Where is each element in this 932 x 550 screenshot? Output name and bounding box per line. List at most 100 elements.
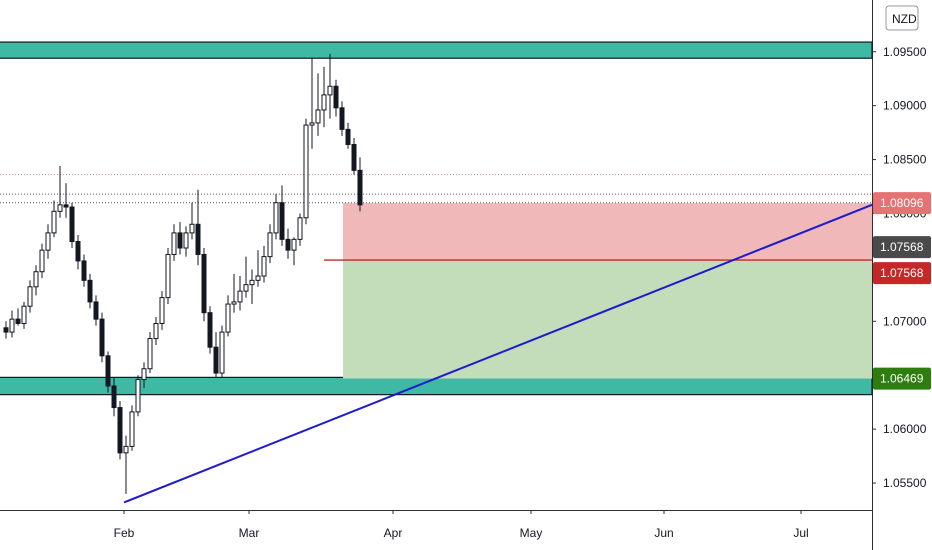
candle[interactable] bbox=[237, 276, 243, 311]
candle-body bbox=[57, 204, 63, 212]
candle[interactable] bbox=[249, 269, 255, 305]
candle-body bbox=[255, 275, 261, 281]
candle-body bbox=[123, 445, 129, 454]
candle-body bbox=[297, 217, 303, 240]
candle[interactable] bbox=[189, 202, 195, 240]
candle[interactable] bbox=[81, 254, 87, 287]
candle[interactable] bbox=[195, 189, 201, 266]
candle[interactable] bbox=[267, 224, 273, 264]
candle[interactable] bbox=[309, 58, 315, 149]
candle-body bbox=[333, 85, 339, 109]
candle-body bbox=[45, 232, 51, 251]
candle[interactable] bbox=[3, 321, 9, 339]
candle[interactable] bbox=[255, 250, 261, 287]
support-zone[interactable] bbox=[0, 376, 873, 396]
candle[interactable] bbox=[183, 226, 189, 257]
candle-body bbox=[15, 318, 21, 324]
candle-body bbox=[69, 206, 75, 243]
candle-body bbox=[9, 318, 15, 333]
x-tick-label: Jul bbox=[793, 526, 808, 540]
candle[interactable] bbox=[207, 306, 213, 354]
resistance-zone[interactable] bbox=[0, 41, 873, 59]
candle-body bbox=[231, 301, 237, 305]
candle[interactable] bbox=[231, 273, 237, 313]
candle[interactable] bbox=[99, 312, 105, 363]
stop-loss-area[interactable] bbox=[343, 203, 872, 261]
candle[interactable] bbox=[213, 332, 219, 378]
candle[interactable] bbox=[261, 245, 267, 283]
x-tick-label: Apr bbox=[384, 526, 403, 540]
candle[interactable] bbox=[153, 316, 159, 346]
candle-body bbox=[351, 143, 357, 171]
candle-body bbox=[225, 303, 231, 333]
stop-price-badge[interactable]: 1.08096 bbox=[873, 192, 931, 215]
candle[interactable] bbox=[357, 157, 363, 212]
candle[interactable] bbox=[123, 435, 129, 494]
candle[interactable] bbox=[15, 308, 21, 326]
candle[interactable] bbox=[279, 185, 285, 246]
candle[interactable] bbox=[201, 247, 207, 322]
trendline[interactable] bbox=[123, 203, 873, 504]
candle-body bbox=[189, 223, 195, 234]
candle-body bbox=[27, 286, 33, 307]
candle[interactable] bbox=[333, 79, 339, 117]
candle[interactable] bbox=[45, 224, 51, 259]
candle[interactable] bbox=[297, 213, 303, 246]
candle[interactable] bbox=[69, 202, 75, 248]
candle[interactable] bbox=[93, 295, 99, 326]
take-profit-area[interactable] bbox=[343, 260, 872, 379]
currency-label[interactable]: NZD bbox=[892, 12, 917, 26]
candle[interactable] bbox=[27, 280, 33, 313]
candle[interactable] bbox=[147, 332, 153, 374]
candle[interactable] bbox=[339, 101, 345, 136]
badge-background bbox=[873, 367, 931, 390]
candle[interactable] bbox=[117, 401, 123, 460]
candle[interactable] bbox=[291, 237, 297, 266]
candle[interactable] bbox=[303, 118, 309, 225]
currency-box[interactable] bbox=[885, 5, 919, 31]
candle[interactable] bbox=[315, 73, 321, 136]
candle[interactable] bbox=[165, 247, 171, 305]
candle[interactable] bbox=[273, 194, 279, 240]
x-tick-label: Feb bbox=[114, 526, 135, 540]
candle[interactable] bbox=[105, 351, 111, 393]
candle[interactable] bbox=[57, 166, 63, 218]
y-tick-label: 1.09500 bbox=[883, 45, 927, 59]
candle[interactable] bbox=[351, 138, 357, 175]
candle-body bbox=[21, 305, 27, 324]
candle[interactable] bbox=[129, 405, 135, 451]
candle-body bbox=[261, 256, 267, 277]
candle[interactable] bbox=[177, 222, 183, 255]
candle[interactable] bbox=[75, 235, 81, 270]
candle[interactable] bbox=[171, 224, 177, 261]
candle[interactable] bbox=[21, 301, 27, 329]
candle[interactable] bbox=[159, 291, 165, 330]
candle[interactable] bbox=[135, 375, 141, 417]
candle[interactable] bbox=[243, 256, 249, 298]
candle[interactable] bbox=[33, 265, 39, 296]
candle[interactable] bbox=[345, 122, 351, 149]
y-tick-label: 1.08500 bbox=[883, 153, 927, 167]
candle-body bbox=[309, 122, 315, 126]
candle[interactable] bbox=[87, 273, 93, 309]
candle[interactable] bbox=[327, 53, 333, 119]
candle[interactable] bbox=[51, 200, 57, 238]
badge-label: 1.07568 bbox=[880, 240, 924, 254]
candle-body bbox=[345, 128, 351, 145]
entry-price-badge[interactable]: 1.07568 bbox=[873, 262, 931, 285]
candle[interactable] bbox=[321, 66, 327, 128]
candle[interactable] bbox=[225, 295, 231, 337]
candle-body bbox=[33, 271, 39, 288]
candle[interactable] bbox=[63, 183, 69, 218]
candle[interactable] bbox=[111, 377, 117, 417]
current-price-badge[interactable]: 1.07568 bbox=[873, 236, 931, 259]
candle-body bbox=[219, 331, 225, 374]
target-price-badge[interactable]: 1.06469 bbox=[873, 367, 931, 390]
candle-body bbox=[153, 322, 159, 340]
candle[interactable] bbox=[9, 310, 15, 338]
candle[interactable] bbox=[285, 228, 291, 259]
candle[interactable] bbox=[141, 362, 147, 389]
candle[interactable] bbox=[39, 243, 45, 279]
candle[interactable] bbox=[219, 325, 225, 378]
